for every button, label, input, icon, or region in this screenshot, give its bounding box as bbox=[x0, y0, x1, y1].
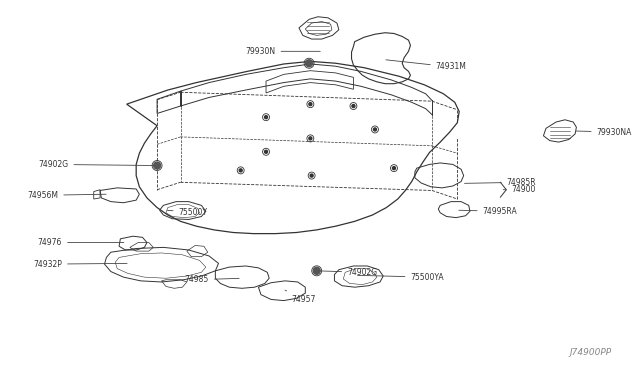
Text: 74985: 74985 bbox=[185, 275, 239, 284]
Text: 74957: 74957 bbox=[285, 290, 316, 304]
Text: 75500Y: 75500Y bbox=[168, 208, 207, 217]
Text: 74902G: 74902G bbox=[38, 160, 154, 169]
Circle shape bbox=[154, 162, 161, 169]
Text: 79930N: 79930N bbox=[245, 47, 320, 56]
Circle shape bbox=[309, 137, 312, 140]
Circle shape bbox=[392, 167, 396, 170]
Circle shape bbox=[313, 267, 320, 274]
Text: 74900: 74900 bbox=[503, 185, 536, 194]
Text: 74932P: 74932P bbox=[33, 260, 127, 269]
Circle shape bbox=[374, 128, 376, 131]
Circle shape bbox=[264, 116, 268, 119]
Circle shape bbox=[239, 169, 242, 172]
Circle shape bbox=[352, 105, 355, 108]
Text: 74931M: 74931M bbox=[386, 60, 467, 71]
Circle shape bbox=[306, 60, 312, 67]
Text: 75500YA: 75500YA bbox=[358, 273, 444, 282]
Circle shape bbox=[310, 174, 313, 177]
Text: 74956M: 74956M bbox=[28, 191, 106, 200]
Text: J74900PP: J74900PP bbox=[569, 348, 611, 357]
Text: 74902G: 74902G bbox=[319, 268, 377, 277]
Text: 79930NA: 79930NA bbox=[576, 128, 632, 137]
Circle shape bbox=[309, 103, 312, 106]
Circle shape bbox=[264, 150, 268, 153]
Text: 74985R: 74985R bbox=[465, 178, 536, 187]
Text: 74995RA: 74995RA bbox=[459, 207, 517, 216]
Text: 74976: 74976 bbox=[38, 238, 124, 247]
